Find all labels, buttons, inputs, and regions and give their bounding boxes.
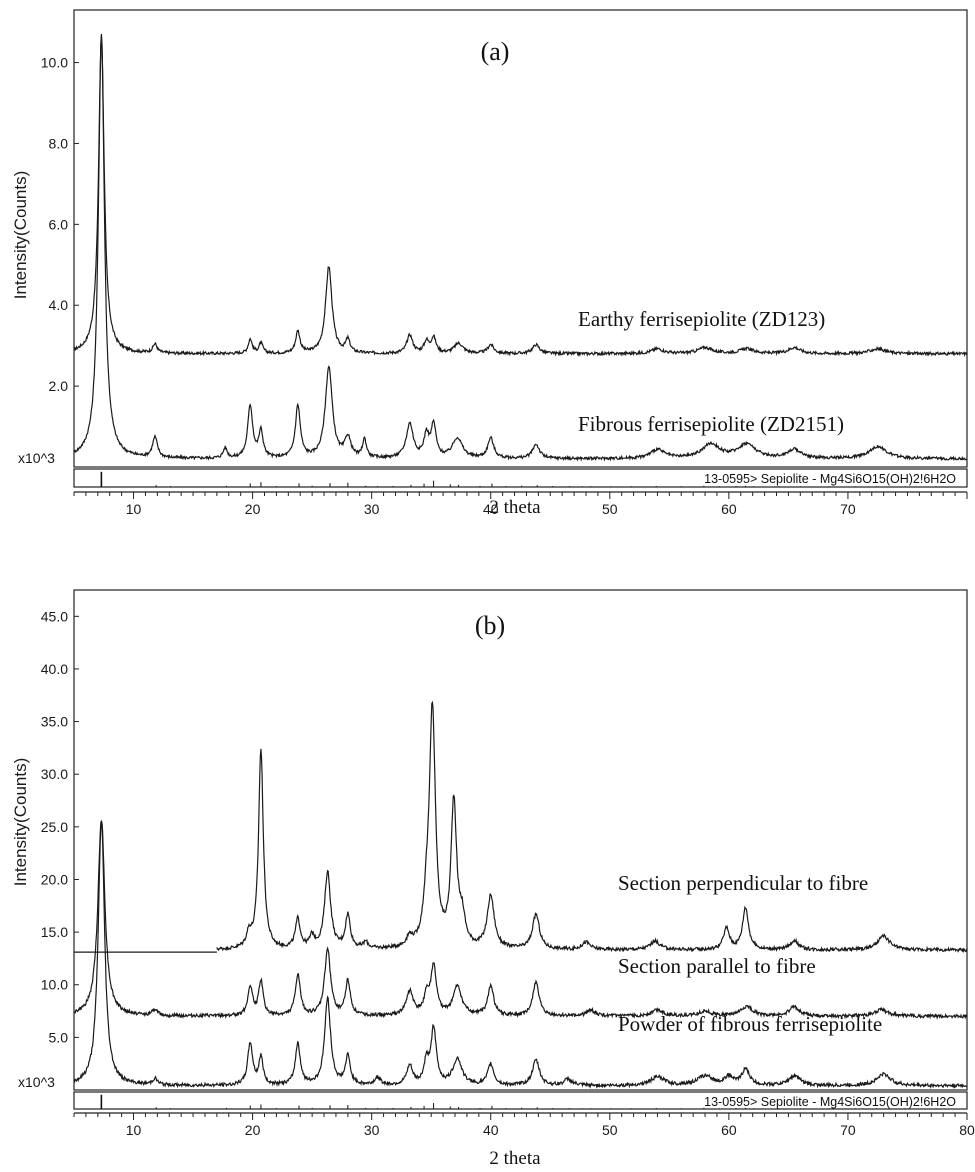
y-tick-label: 10.0 [41, 55, 68, 71]
x-tick-label: 60 [721, 1122, 737, 1138]
panel-b-scale-label: x10^3 [18, 1074, 55, 1090]
y-tick-label: 10.0 [41, 977, 68, 993]
series-line [73, 33, 968, 462]
y-tick-label: 30.0 [41, 766, 68, 782]
panel-b-series-label-parallel: Section parallel to fibre [618, 954, 816, 978]
x-tick-label: 20 [245, 1122, 261, 1138]
x-tick-label: 10 [126, 1122, 142, 1138]
panel-a-label: (a) [481, 37, 510, 66]
x-tick-label: 40 [483, 501, 499, 517]
plot-frame [73, 589, 968, 1091]
y-tick-label: 5.0 [49, 1029, 69, 1045]
panel-b: (b) Intensity(Counts) x10^3 2 theta Sect… [11, 589, 975, 1169]
panel-a-series-label-fibrous: Fibrous ferrisepiolite (ZD2151) [578, 412, 844, 436]
y-tick-label: 35.0 [41, 714, 68, 730]
panel-a: (a) Intensity(Counts) x10^3 2 theta Eart… [11, 9, 968, 518]
reference-frame [73, 468, 968, 488]
y-tick-label: 25.0 [41, 819, 68, 835]
x-tick-label: 30 [364, 1122, 380, 1138]
x-tick-label: 30 [364, 501, 380, 517]
series-line [73, 819, 968, 1020]
y-tick-label: 20.0 [41, 871, 68, 887]
x-tick-label: 70 [840, 501, 856, 517]
x-tick-label: 50 [602, 1122, 618, 1138]
series-line [216, 700, 968, 954]
panel-a-y-axis-title: Intensity(Counts) [11, 171, 30, 300]
y-tick-label: 2.0 [49, 378, 69, 394]
x-tick-label: 50 [602, 501, 618, 517]
panel-b-reference-label: 13-0595> Sepiolite - Mg4Si6O15(OH)2!6H2O [704, 1095, 956, 1109]
y-tick-label: 6.0 [49, 216, 69, 232]
plot-frame [73, 9, 968, 468]
series-line [73, 35, 968, 358]
panel-a-scale-label: x10^3 [18, 450, 55, 466]
panel-b-label: (b) [475, 611, 505, 640]
x-tick-label: 80 [959, 1122, 975, 1138]
x-tick-label: 40 [483, 1122, 499, 1138]
reference-frame [73, 1091, 968, 1110]
y-tick-label: 40.0 [41, 661, 68, 677]
series-line [73, 820, 968, 1090]
x-tick-label: 10 [126, 501, 142, 517]
panel-b-series-label-perpendicular: Section perpendicular to fibre [618, 871, 868, 895]
panel-a-x-axis-title: 2 theta [489, 497, 541, 518]
y-tick-label: 8.0 [49, 135, 69, 151]
y-tick-label: 15.0 [41, 924, 68, 940]
x-tick-label: 20 [245, 501, 261, 517]
panel-b-plot-area: 5.0 10.0 15.0 20.0 25.0 30.0 35.0 40.0 45.0 10 20 3… [41, 589, 975, 1138]
x-tick-label: 60 [721, 501, 737, 517]
y-tick-label: 4.0 [49, 297, 69, 313]
panel-a-series-label-earthy: Earthy ferrisepiolite (ZD123) [578, 307, 825, 331]
y-tick-label: 45.0 [41, 608, 68, 624]
x-tick-label: 70 [840, 1122, 856, 1138]
panel-a-plot-area: 2.0 4.0 6.0 8.0 10.0 10 20 30 40 50 60 70 [41, 9, 968, 517]
panel-b-x-axis-title: 2 theta [489, 1148, 541, 1169]
panel-a-reference-label: 13-0595> Sepiolite - Mg4Si6O15(OH)2!6H2O [704, 472, 956, 486]
panel-b-y-axis-title: Intensity(Counts) [11, 758, 30, 887]
